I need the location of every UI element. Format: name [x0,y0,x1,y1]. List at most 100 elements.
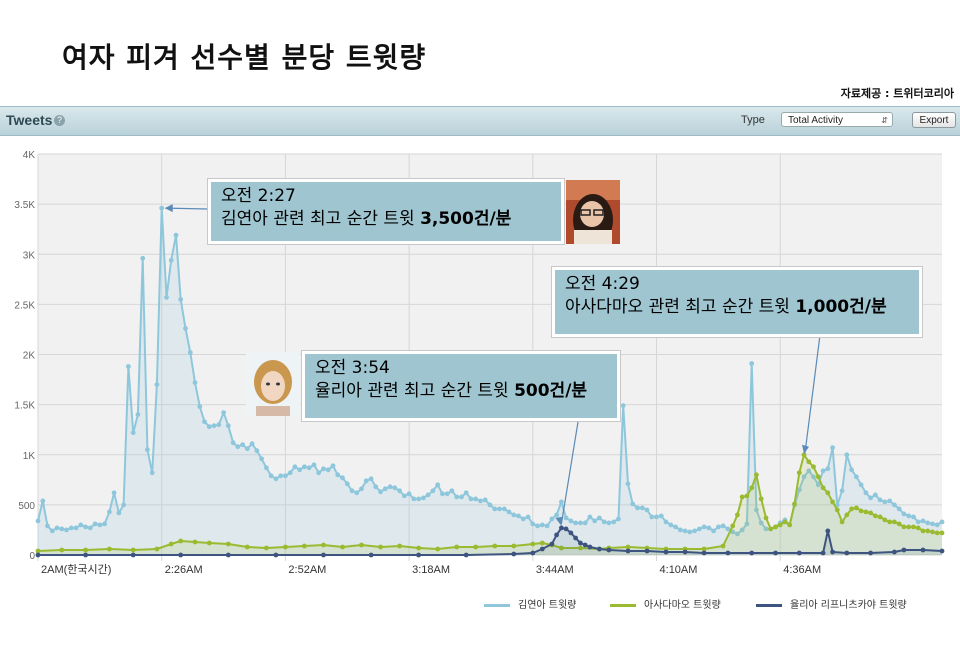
data-point [140,255,146,261]
data-point [749,361,755,366]
data-point [749,550,755,556]
data-point [654,514,659,520]
data-point [425,492,431,498]
data-point [154,382,160,387]
data-point [930,529,935,535]
data-point [225,541,231,547]
data-point [877,497,883,503]
data-point [939,548,945,554]
data-point [744,521,750,527]
data-point [892,549,897,555]
data-point [359,486,364,492]
data-point [639,505,645,511]
data-point [906,524,912,530]
data-point [849,467,854,473]
data-point [206,424,212,430]
data-point [806,459,812,465]
data-point [739,494,745,500]
x-tick-label: 2:52AM [288,564,326,576]
data-point [64,527,69,533]
data-point [107,509,112,515]
data-point [844,512,850,518]
data-point [459,494,464,500]
data-point [934,530,940,536]
data-point [316,470,322,476]
data-point [901,524,907,530]
data-point [511,512,517,518]
data-point [725,550,731,556]
data-point [549,516,555,522]
data-point [858,508,864,514]
data-point [811,474,816,480]
x-tick-label: 3:18AM [412,564,450,576]
data-point [149,470,155,476]
data-point [844,452,850,458]
data-point [240,442,246,448]
help-icon[interactable]: ? [54,115,65,126]
data-point [730,523,736,529]
data-point [473,544,479,550]
export-button[interactable]: Export [912,112,956,128]
data-point [811,464,816,470]
data-point [378,489,383,495]
data-point [706,525,712,531]
data-point [287,470,293,476]
data-point [882,499,888,505]
data-point [449,488,455,494]
type-select[interactable]: Total Activity ⇵ [781,112,893,127]
data-point [796,550,802,556]
data-point [668,522,674,528]
data-point [758,520,764,526]
data-point [178,297,184,302]
data-point [511,551,517,557]
data-point [597,515,602,521]
data-point [687,529,693,535]
data-point [435,546,441,552]
data-point [264,465,269,471]
data-point [463,490,469,496]
data-point [663,549,669,555]
data-point [340,475,345,481]
data-point [511,543,517,549]
arrowhead-kim [164,204,173,213]
data-point [520,516,526,522]
data-point [130,552,136,558]
data-point [701,550,707,556]
data-point [173,232,179,238]
data-point [121,502,126,508]
data-point [559,545,564,551]
callout-julia-text: 율리아 관련 최고 순간 트윗 [315,381,515,401]
data-point [754,472,759,478]
data-point [154,546,160,552]
data-point [116,510,122,516]
data-point [373,484,379,490]
data-point [35,518,41,524]
data-point [544,523,550,529]
data-point [701,524,707,530]
data-point [130,430,136,436]
data-point [97,522,103,528]
callout-asada-time: 오전 4:29 [565,274,640,294]
data-point [440,491,445,497]
data-point [611,519,617,525]
data-point [87,525,93,531]
data-point [578,545,583,551]
data-point [225,552,231,558]
data-point [663,519,669,525]
data-point [292,464,298,470]
data-point [244,544,250,550]
data-point [720,523,726,529]
data-point [592,518,598,524]
data-point [911,524,916,530]
data-point [925,520,931,526]
data-point [497,506,502,512]
data-point [49,528,55,534]
data-point [920,518,926,524]
chart-toolbar: Tweets ? Type Total Activity ⇵ Export [0,106,960,136]
data-point [849,506,854,512]
data-point [658,513,664,519]
data-point [501,506,507,512]
data-point [877,514,883,520]
data-point [539,522,545,528]
data-point [54,525,60,531]
